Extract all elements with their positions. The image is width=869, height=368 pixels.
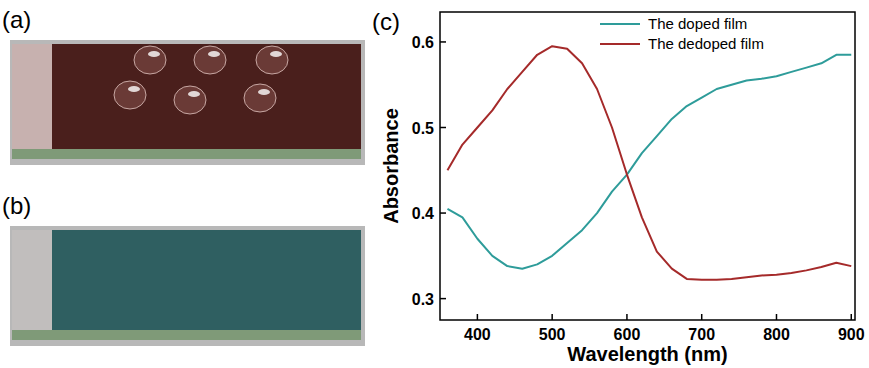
y-tick xyxy=(440,298,446,300)
film-edge xyxy=(12,230,52,330)
x-tick xyxy=(551,314,553,320)
substrate xyxy=(12,330,361,340)
droplet-highlight xyxy=(148,51,160,57)
x-tick-label: 600 xyxy=(614,326,641,343)
photo xyxy=(10,40,365,165)
droplet xyxy=(194,46,226,74)
legend-swatch xyxy=(600,23,640,25)
x-tick-label: 500 xyxy=(539,326,566,343)
droplet-highlight xyxy=(208,51,220,57)
photo xyxy=(10,226,365,346)
x-tick-label: 700 xyxy=(688,326,715,343)
x-tick xyxy=(701,314,703,320)
droplet xyxy=(134,46,166,74)
x-axis-title: Wavelength (nm) xyxy=(567,343,727,365)
series-line xyxy=(447,46,851,280)
droplet xyxy=(174,86,206,114)
y-tick-label: 0.4 xyxy=(412,205,434,222)
legend-swatch xyxy=(600,43,640,45)
plot-frame xyxy=(440,12,855,320)
x-tick xyxy=(477,314,479,320)
y-axis-title: Absorbance xyxy=(380,108,402,224)
substrate xyxy=(12,149,361,159)
lines xyxy=(447,46,851,280)
photo-frame xyxy=(10,40,365,165)
x-tick xyxy=(626,314,628,320)
panel-label: (b) xyxy=(2,192,31,219)
x-tick xyxy=(776,314,778,320)
droplet-highlight xyxy=(258,89,270,95)
legend-label: The doped film xyxy=(648,15,747,32)
legend: The doped film The dedoped film xyxy=(600,15,764,52)
figure: (a) (b) (c) 400 500 600 700 800 900 0.3 0.4 0.5 0.6 W… xyxy=(0,0,869,368)
x-tick-label: 800 xyxy=(763,326,790,343)
legend-label: The dedoped film xyxy=(648,35,764,52)
film xyxy=(12,230,361,330)
y-tick-label: 0.5 xyxy=(412,120,434,137)
y-tick xyxy=(440,127,446,129)
droplet-highlight xyxy=(270,51,282,57)
droplet-highlight xyxy=(188,91,200,97)
panel-label: (a) xyxy=(2,6,31,33)
y-tick-label: 0.3 xyxy=(412,291,434,308)
y-tick xyxy=(440,212,446,214)
droplet xyxy=(244,84,276,112)
droplet xyxy=(114,81,146,109)
x-tick-label: 400 xyxy=(464,326,491,343)
film-edge xyxy=(12,44,52,149)
y-tick xyxy=(440,41,446,43)
x-tick xyxy=(851,314,853,320)
x-tick-label: 900 xyxy=(838,326,865,343)
y-tick-label: 0.6 xyxy=(412,34,434,51)
droplet xyxy=(256,46,288,74)
droplet-highlight xyxy=(128,86,140,92)
photo-frame xyxy=(10,226,365,346)
panel-label: (c) xyxy=(372,8,400,35)
film xyxy=(12,44,361,149)
